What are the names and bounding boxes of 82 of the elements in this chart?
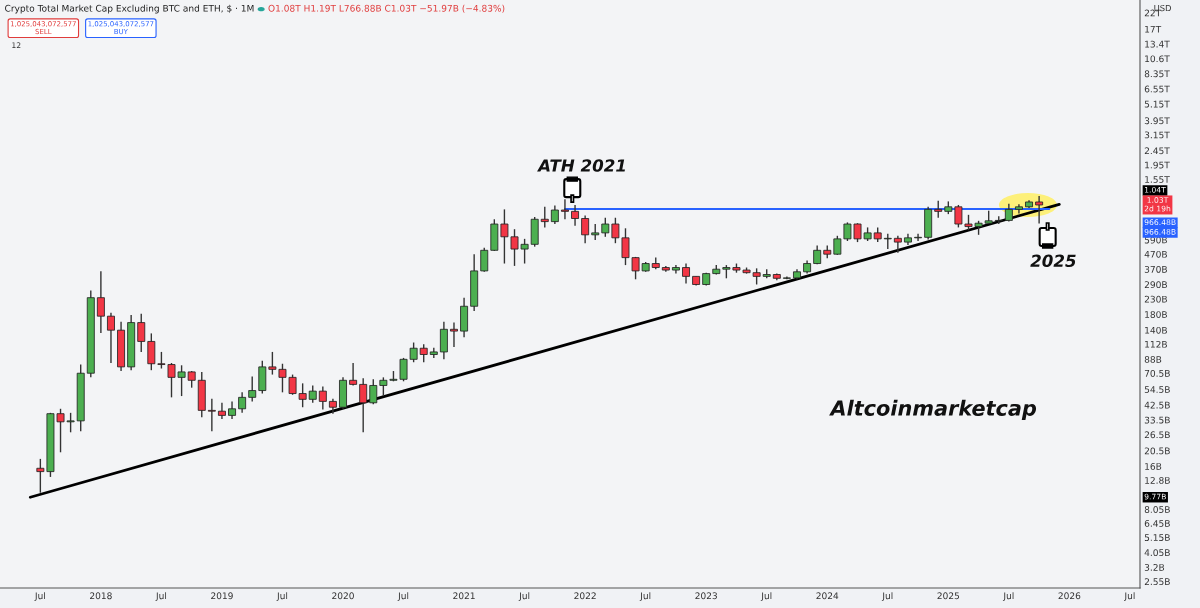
- y-tick-label: 13.4T: [1145, 40, 1170, 48]
- annotation: ATH 2021: [537, 159, 625, 172]
- x-tick-label: Jul: [1124, 592, 1135, 601]
- candlestick: [419, 343, 428, 363]
- x-tick-label: Jul: [760, 592, 772, 601]
- candlestick: [550, 204, 559, 225]
- candlestick: [207, 397, 216, 432]
- candlestick: [218, 402, 226, 420]
- x-tick-label: Jul: [518, 592, 530, 601]
- y-tick-label: 8.05B: [1144, 506, 1170, 513]
- y-tick-label: 26.5B: [1144, 431, 1170, 439]
- x-tick-label: Jul: [276, 592, 288, 601]
- y-tick-label: 6.45B: [1144, 520, 1170, 527]
- y-tick-label: 2.45T: [1144, 147, 1170, 155]
- y-tick-label: 3.95T: [1144, 117, 1170, 125]
- x-tick-label: Jul: [1002, 592, 1014, 601]
- x-tick-label: Jul: [397, 592, 409, 601]
- candlestick: [581, 214, 590, 244]
- x-tick-label: Jul: [639, 592, 651, 601]
- x-tick-label: 2024: [816, 592, 839, 600]
- y-tick-label: 88B: [1144, 356, 1162, 363]
- y-tick-label: 70.5B: [1144, 369, 1170, 377]
- candlestick: [540, 206, 549, 229]
- chart-subtitle: O1.08T H1.19T L766.88B C1.03T −51.97B (−4.83%): [268, 4, 505, 13]
- candlestick: [561, 198, 569, 220]
- annotation: Altcoinmarketcap: [829, 399, 1037, 420]
- candlestick: [238, 391, 247, 414]
- candlestick: [248, 375, 257, 403]
- y-tick-label: 12.8B: [1145, 477, 1170, 484]
- x-tick-label: 2025: [937, 592, 960, 600]
- y-tick-label: 10.6T: [1145, 55, 1170, 63]
- candlestick: [571, 204, 579, 227]
- y-tick-label: 370B: [1144, 265, 1167, 273]
- y-tick-label: 140B: [1145, 326, 1167, 334]
- candlestick: [601, 217, 610, 238]
- y-tick-label: 470B: [1144, 250, 1167, 258]
- y-tick-label: 1.55T: [1145, 176, 1170, 183]
- text: Crypto Total Market Cap Excluding BTC and ETH, $ · 1M: [5, 4, 254, 14]
- y-tick-label: 3.15T: [1144, 131, 1170, 139]
- x-tick-label: Jul: [881, 592, 893, 601]
- candlestick: [258, 360, 267, 395]
- y-tick-label: 16B: [1145, 463, 1162, 470]
- candlestick: [96, 270, 105, 334]
- x-tick-label: 2021: [453, 592, 475, 600]
- y-tick-label: 590B: [1144, 236, 1167, 244]
- y-tick-label: 42.5B: [1144, 401, 1170, 409]
- y-tick-label: 2.55B: [1144, 578, 1170, 586]
- y-tick-label: 6.55T: [1144, 85, 1170, 93]
- y-tick-label: 4.05B: [1144, 549, 1170, 557]
- y-tick-label: 3.2B: [1144, 564, 1165, 571]
- annotation: 2025: [1030, 254, 1076, 268]
- x-tick-label: 2018: [90, 592, 112, 600]
- y-tick-label: 180B: [1145, 311, 1167, 318]
- candlestick: [450, 321, 458, 348]
- y-tick-label: 290B: [1144, 281, 1167, 289]
- candlestick: [480, 247, 489, 273]
- candlestick: [137, 313, 146, 353]
- candlestick: [439, 321, 448, 361]
- x-tick-label: 2019: [211, 592, 233, 600]
- candlestick: [893, 235, 902, 254]
- x-tick-label: 2026: [1058, 592, 1081, 600]
- y-tick-label: 17T: [1145, 25, 1162, 33]
- candlestick: [359, 377, 368, 433]
- candlestick: [682, 262, 690, 285]
- x-tick-label: Jul: [155, 592, 167, 601]
- candlestick: [1035, 195, 1044, 225]
- x-tick-label: 2020: [332, 592, 354, 600]
- y-tick-label: 33.5B: [1144, 416, 1170, 424]
- x-tick-label: Jul: [34, 592, 45, 601]
- candlestick: [107, 311, 115, 364]
- x-tick-label: 2023: [695, 592, 717, 600]
- y-tick-label: 8.35T: [1144, 70, 1170, 78]
- y-tick-label: 5.15T: [1144, 100, 1170, 108]
- y-tick-label: 230B: [1144, 295, 1167, 303]
- x-tick-label: 2022: [574, 592, 596, 600]
- y-tick-label: 20.5B: [1144, 447, 1170, 455]
- y-tick-label: 112B: [1145, 340, 1167, 348]
- candlestick: [318, 385, 327, 411]
- candlestick: [369, 378, 378, 405]
- y-tick-label: 5.15B: [1144, 534, 1170, 541]
- y-tick-label: 1.95T: [1145, 161, 1170, 169]
- y-tick-label: 54.5B: [1144, 386, 1170, 393]
